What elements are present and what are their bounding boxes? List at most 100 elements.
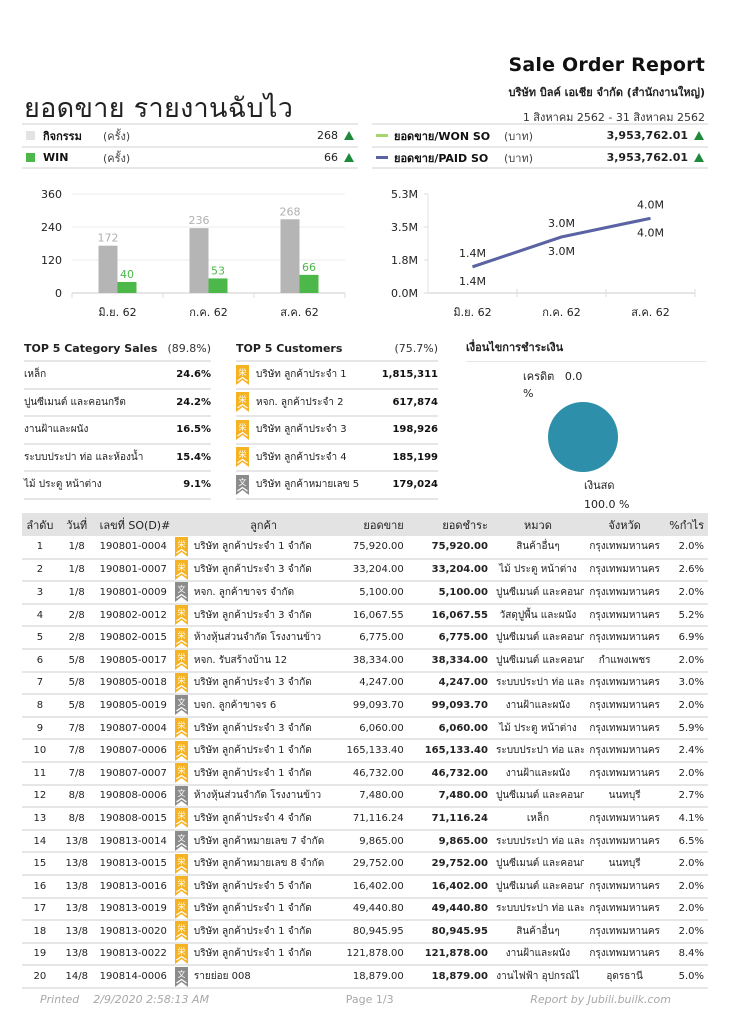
cash-label: เงินสด 100.0 % bbox=[584, 479, 630, 511]
cell-date: 5/8 bbox=[57, 671, 96, 696]
cell-paid: 46,732.00 bbox=[407, 761, 492, 786]
cell-profit: 2.4% bbox=[665, 739, 708, 763]
cell-so-number: 190813-0014 bbox=[95, 829, 175, 854]
cell-sale: 49,440.80 bbox=[337, 897, 408, 922]
cell-so-number: 190807-0007 bbox=[95, 761, 175, 786]
cell-no: 10 bbox=[22, 739, 58, 763]
cell-province: กำแพงเพชร bbox=[583, 648, 666, 673]
category-item: เหล็ก 24.6% bbox=[24, 362, 211, 390]
cell-profit: 2.0% bbox=[665, 648, 708, 673]
cell-sale: 99,093.70 bbox=[337, 694, 408, 718]
cell-sale: 4,247.00 bbox=[337, 671, 408, 696]
y-tick-label: 120 bbox=[41, 254, 62, 267]
regular-customer-badge-icon: 栄 bbox=[174, 559, 188, 580]
cell-profit: 2.7% bbox=[665, 784, 708, 809]
svg-text:栄: 栄 bbox=[177, 765, 185, 775]
svg-text:栄: 栄 bbox=[177, 810, 185, 820]
table-row: 6 5/8 190805-0017 栄หจก. รับสร้างบ้าน 12 38,3… bbox=[22, 648, 708, 673]
activity-bar-chart: 0 120 240 360 มิ.ย. 62 172 40 ก.ค. 62 236 53 ส.ค. … bbox=[41, 188, 346, 319]
cell-sale: 5,100.00 bbox=[337, 581, 408, 605]
table-row: 7 5/8 190805-0018 栄 บริษัท ลูกค้าประจำ 3 จำก… bbox=[22, 671, 708, 696]
table-row: 9 7/8 190807-0004 栄 บริษัท ลูกค้าประจำ 3 จำก… bbox=[22, 716, 708, 741]
cell-province: นนทบุรี bbox=[583, 784, 666, 809]
table-row: 1 1/8 190801-0004 栄 บริษัท ลูกค้าประจำ 1 จำก… bbox=[22, 536, 708, 560]
svg-text:文: 文 bbox=[177, 697, 185, 707]
table-row: 10 7/8 190807-0006 栄 บริษัท ลูกค้าประจำ 1 จำ… bbox=[22, 739, 708, 763]
svg-text:栄: 栄 bbox=[177, 652, 185, 662]
customer-item: 栄 บริษัท ลูกค้าประจำ 3 198,926 bbox=[236, 417, 438, 445]
svg-text:栄: 栄 bbox=[177, 675, 185, 685]
cell-badge: 文 bbox=[174, 829, 190, 854]
svg-text:文: 文 bbox=[177, 969, 185, 979]
cell-paid: 75,920.00 bbox=[407, 536, 492, 560]
cell-customer: บริษัท ลูกค้าประจำ 1 จำกัด bbox=[189, 942, 338, 967]
company-name: บริษัท บิลค์ เอเชีย จำกัด (สำนักงานใหญ่) bbox=[508, 86, 705, 99]
bar-activity bbox=[189, 228, 209, 293]
cell-no: 17 bbox=[22, 897, 58, 922]
y-tick-label: 360 bbox=[41, 188, 62, 201]
cell-badge: 栄 bbox=[174, 874, 190, 899]
walkin-customer-badge-icon: 文 bbox=[174, 785, 188, 806]
point-label: 4.0M bbox=[637, 226, 664, 239]
x-tick-label: มิ.ย. 62 bbox=[453, 306, 491, 319]
top-category-panel: TOP 5 Category Sales (89.8%) เหล็ก 24.6% ป… bbox=[24, 342, 211, 500]
cell-category: ปูนซีเมนต์ และคอนก bbox=[491, 852, 584, 876]
svg-text:栄: 栄 bbox=[177, 901, 185, 911]
cell-category: ปูนซีเมนต์ และคอนก bbox=[491, 784, 584, 809]
cell-profit: 3.0% bbox=[665, 671, 708, 696]
legend-line-paid-so bbox=[376, 156, 388, 159]
col-header-no: ลำดับ bbox=[22, 513, 58, 536]
table-row: 16 13/8 190813-0016 栄 บริษัท ลูกค้าประจำ 5 จ… bbox=[22, 874, 708, 899]
y-tick-label: 0 bbox=[55, 287, 62, 300]
cell-so-number: 190813-0019 bbox=[95, 897, 175, 922]
cell-profit: 8.4% bbox=[665, 942, 708, 967]
svg-text:栄: 栄 bbox=[239, 449, 247, 459]
panel-header: TOP 5 Category Sales (89.8%) bbox=[24, 342, 211, 362]
report-credit: Report by Jubili.builk.com bbox=[530, 993, 671, 1006]
table-row: 8 5/8 190805-0019 文บจก. ลูกค้าขาจร 6 99,093.… bbox=[22, 694, 708, 718]
cell-so-number: 190801-0004 bbox=[95, 536, 175, 560]
summary-row-paid-so: ยอดขาย/PAID SO (บาท) 3,953,762.01 bbox=[372, 146, 708, 169]
panel-title: TOP 5 Customers bbox=[236, 342, 343, 355]
summary-value: 3,953,762.01 bbox=[606, 151, 688, 164]
walkin-customer-badge-icon: 文 bbox=[236, 474, 249, 495]
customer-item: 文 บริษัท ลูกค้าหมายเลข 5 179,024 bbox=[236, 472, 438, 500]
table-row: 14 13/8 190813-0014 文 บริษัท ลูกค้าหมายเลข 7… bbox=[22, 829, 708, 854]
cell-profit: 2.0% bbox=[665, 852, 708, 876]
cell-badge: 栄 bbox=[174, 716, 190, 741]
cell-so-number: 190813-0016 bbox=[95, 874, 175, 899]
cell-category: ระบบประปา ท่อ และ bbox=[491, 829, 584, 854]
customer-item: 栄 บริษัท ลูกค้าประจำ 4 185,199 bbox=[236, 445, 438, 472]
cell-sale: 121,878.00 bbox=[337, 942, 408, 967]
cell-date: 13/8 bbox=[57, 874, 96, 899]
cell-badge: 栄 bbox=[174, 648, 190, 673]
report-period: 1 สิงหาคม 2562 - 31 สิงหาคม 2562 bbox=[522, 111, 705, 124]
cell-date: 1/8 bbox=[57, 558, 96, 583]
cell-so-number: 190807-0006 bbox=[95, 739, 175, 763]
walkin-customer-badge-icon: 文 bbox=[174, 831, 188, 852]
y-tick-label: 0.0M bbox=[391, 287, 418, 300]
category-pct: 15.4% bbox=[176, 451, 211, 463]
regular-customer-badge-icon: 栄 bbox=[174, 763, 188, 784]
cell-province: กรุงเทพมหานคร bbox=[583, 897, 666, 922]
cell-customer: บริษัท ลูกค้าหมายเลข 8 จำกัด bbox=[189, 852, 338, 876]
cell-date: 13/8 bbox=[57, 852, 96, 876]
payment-panel: เงื่อนไขการชำระเงิน เครดิต 0.0 % เงินสด … bbox=[466, 341, 706, 512]
bar-win bbox=[299, 274, 319, 293]
cell-no: 9 bbox=[22, 716, 58, 741]
svg-text:文: 文 bbox=[177, 584, 185, 594]
x-tick-label: มิ.ย. 62 bbox=[98, 306, 136, 319]
svg-text:栄: 栄 bbox=[177, 539, 185, 549]
cell-so-number: 190802-0012 bbox=[95, 603, 175, 628]
cell-customer: หจก. รับสร้างบ้าน 12 bbox=[189, 648, 338, 673]
regular-customer-badge-icon: 栄 bbox=[174, 898, 188, 919]
regular-customer-badge-icon: 栄 bbox=[174, 921, 188, 942]
trend-up-icon bbox=[344, 153, 354, 162]
cell-badge: 栄 bbox=[174, 920, 190, 944]
customer-total: 179,024 bbox=[392, 479, 438, 491]
cell-badge: 文 bbox=[174, 694, 190, 718]
legend-swatch-win bbox=[26, 153, 35, 162]
table-row: 12 8/8 190808-0006 文 ห้างหุ้นส่วนจำกัด โรงงา… bbox=[22, 784, 708, 809]
cell-category: งานฝ้าและผนัง bbox=[491, 942, 584, 967]
cell-so-number: 190813-0022 bbox=[95, 942, 175, 967]
